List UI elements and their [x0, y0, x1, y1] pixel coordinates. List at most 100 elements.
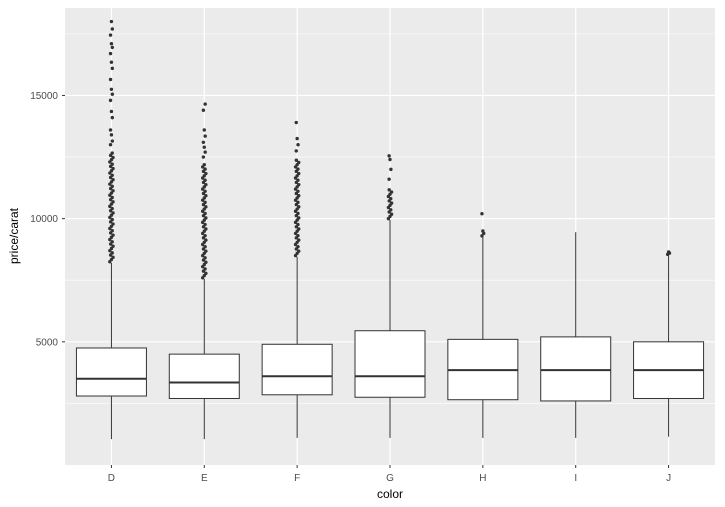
outlier-point-E: [204, 227, 208, 231]
outlier-point-D: [111, 211, 115, 215]
outlier-point-D: [109, 42, 114, 46]
outlier-point-D: [110, 139, 115, 143]
outlier-point-G: [389, 208, 393, 212]
x-tick-label: G: [386, 473, 394, 484]
outlier-point-E: [204, 249, 208, 253]
outlier-point-D: [109, 133, 114, 137]
outlier-point-E: [204, 216, 208, 220]
outlier-point-D: [108, 128, 113, 132]
outlier-point-G: [389, 196, 393, 201]
outlier-point-F: [296, 167, 300, 171]
outlier-point-F: [297, 227, 301, 231]
outlier-point-E: [203, 178, 207, 182]
outlier-point-D: [109, 109, 114, 114]
outlier-point-F: [297, 194, 301, 198]
outlier-point-E: [203, 267, 207, 271]
x-tick-label: J: [666, 473, 671, 484]
outlier-point-E: [204, 182, 208, 187]
outlier-point-D: [110, 217, 114, 222]
outlier-point-F: [296, 143, 300, 147]
outlier-point-D: [108, 77, 113, 82]
outlier-point-E: [202, 128, 206, 132]
outlier-point-F: [294, 158, 299, 162]
outlier-point-D: [110, 206, 114, 211]
outlier-point-E: [202, 162, 206, 167]
outlier-point-H: [480, 234, 484, 238]
outlier-point-D: [110, 115, 115, 120]
x-tick-label: I: [574, 473, 577, 484]
outlier-point-H: [481, 229, 485, 233]
outlier-point-F: [295, 136, 299, 141]
outlier-point-D: [111, 200, 115, 204]
outlier-point-D: [110, 195, 114, 200]
x-tick-label: F: [294, 473, 300, 484]
outlier-point-F: [297, 171, 301, 176]
box-D: [75, 347, 147, 397]
outlier-point-D: [110, 45, 115, 50]
outlier-point-E: [204, 205, 208, 209]
box-F: [261, 343, 333, 396]
outlier-point-G: [389, 167, 393, 172]
outlier-point-E: [203, 167, 207, 171]
y-axis-title: price/carat: [7, 207, 21, 265]
outlier-point-D: [108, 98, 113, 103]
outlier-point-D: [108, 143, 113, 147]
outlier-point-G: [387, 154, 391, 158]
outlier-point-F: [297, 160, 301, 165]
outlier-point-E: [204, 194, 208, 198]
outlier-point-E: [203, 134, 207, 138]
y-tick-label: 15000: [30, 91, 58, 102]
x-tick-label: H: [479, 473, 486, 484]
box-G: [354, 330, 426, 398]
outlier-point-F: [297, 216, 301, 220]
outlier-point-G: [387, 177, 391, 181]
outlier-point-E: [204, 260, 208, 264]
outlier-point-F: [296, 189, 300, 193]
outlier-point-G: [388, 157, 392, 162]
outlier-point-D: [111, 166, 115, 171]
outlier-point-F: [296, 178, 300, 182]
outlier-point-D: [108, 51, 113, 56]
outlier-point-F: [297, 249, 301, 253]
outlier-point-D: [111, 233, 115, 237]
outlier-point-F: [294, 120, 298, 125]
outlier-point-F: [296, 211, 300, 216]
outlier-point-E: [204, 238, 208, 242]
outlier-point-D: [109, 19, 114, 24]
outlier-point-E: [203, 211, 207, 216]
outlier-point-E: [204, 271, 208, 276]
outlier-point-F: [297, 205, 301, 209]
outlier-point-E: [203, 256, 207, 260]
outlier-point-E: [201, 108, 206, 112]
outlier-point-D: [110, 151, 114, 155]
outlier-point-F: [296, 200, 300, 205]
outlier-point-J: [666, 250, 671, 254]
outlier-point-D: [111, 178, 115, 182]
outlier-point-E: [201, 155, 206, 159]
outlier-point-D: [111, 222, 115, 226]
outlier-point-F: [297, 182, 301, 187]
outlier-point-D: [111, 155, 115, 160]
outlier-point-E: [203, 200, 207, 205]
outlier-point-D: [110, 229, 114, 233]
outlier-point-D: [111, 255, 115, 260]
outlier-point-D: [109, 87, 114, 91]
outlier-point-E: [204, 171, 208, 176]
x-tick-label: D: [108, 473, 115, 484]
outlier-point-D: [110, 92, 115, 96]
outlier-point-F: [297, 238, 301, 242]
y-tick-label: 5000: [36, 337, 59, 348]
box-E: [168, 353, 240, 399]
box-I: [540, 336, 612, 402]
outlier-point-F: [296, 245, 300, 249]
x-tick-label: E: [201, 473, 208, 484]
outlier-point-G: [389, 212, 394, 216]
outlier-point-F: [296, 233, 300, 238]
outlier-point-F: [294, 149, 298, 153]
outlier-point-E: [203, 233, 207, 238]
outlier-point-E: [203, 150, 207, 154]
outlier-point-G: [389, 201, 394, 205]
outlier-point-D: [110, 27, 115, 31]
outlier-point-F: [296, 222, 300, 227]
